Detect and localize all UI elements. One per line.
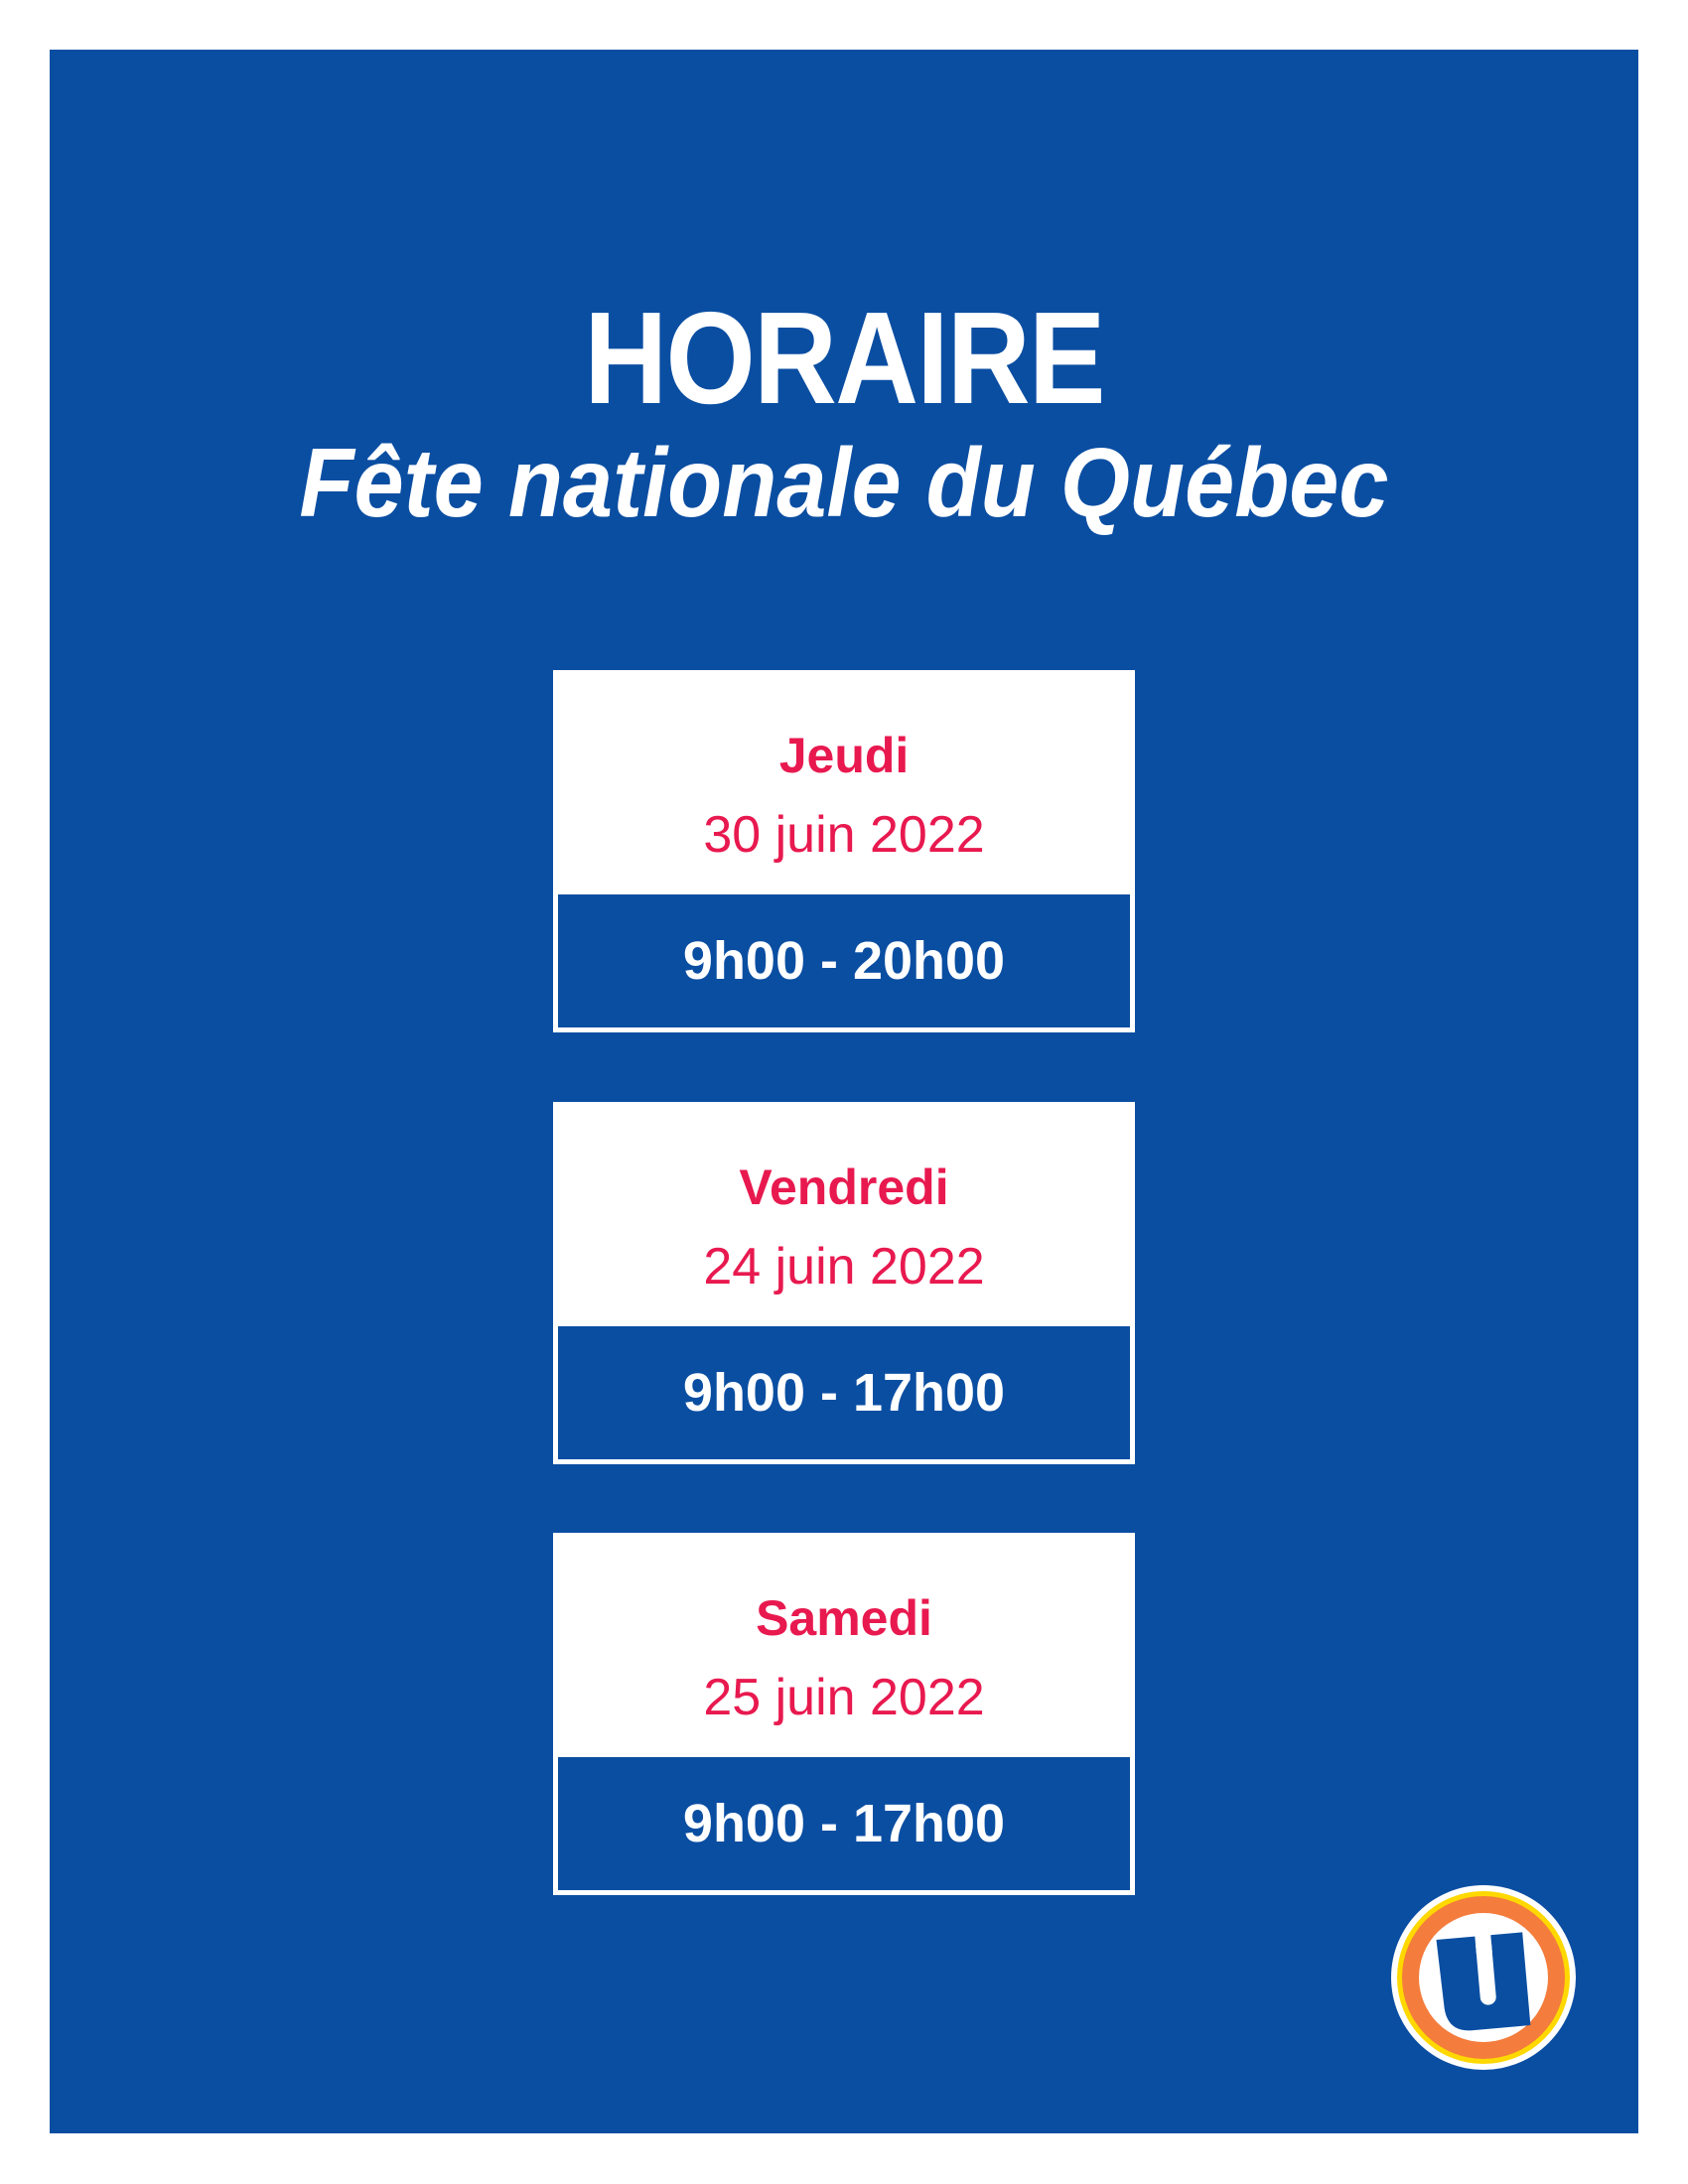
day-label: Samedi bbox=[756, 1590, 932, 1646]
hours-label: 9h00 - 17h00 bbox=[558, 1757, 1130, 1890]
u-logo-icon bbox=[1391, 1885, 1576, 2070]
date-label: 25 juin 2022 bbox=[703, 1669, 985, 1726]
date-label: 24 juin 2022 bbox=[703, 1238, 985, 1296]
schedule-card-friday: Vendredi 24 juin 2022 9h00 - 17h00 bbox=[553, 1102, 1135, 1464]
schedule-card-thursday: Jeudi 30 juin 2022 9h00 - 20h00 bbox=[553, 670, 1135, 1032]
page-title: HORAIRE bbox=[584, 285, 1105, 431]
day-label: Jeudi bbox=[778, 728, 910, 783]
schedule-card-saturday: Samedi 25 juin 2022 9h00 - 17h00 bbox=[553, 1533, 1135, 1895]
hours-label: 9h00 - 17h00 bbox=[558, 1326, 1130, 1459]
date-label: 30 juin 2022 bbox=[703, 806, 985, 864]
hours-label: 9h00 - 20h00 bbox=[558, 894, 1130, 1027]
day-label: Vendredi bbox=[739, 1160, 949, 1215]
page-subtitle: Fête nationale du Québec bbox=[299, 428, 1389, 537]
